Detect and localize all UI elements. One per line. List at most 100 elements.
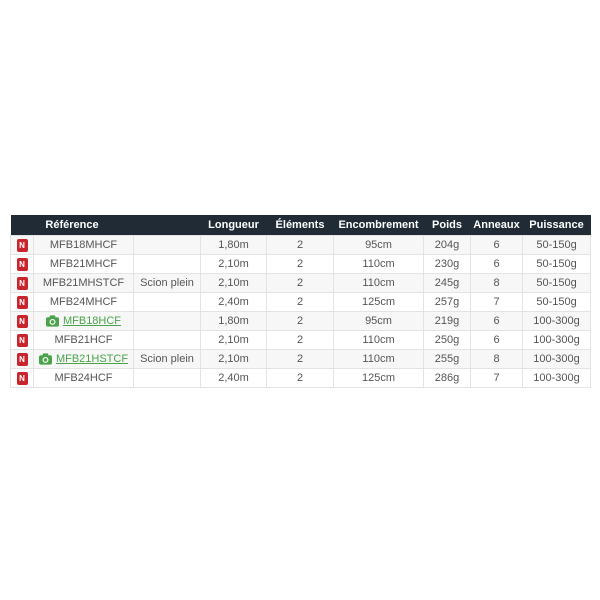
new-badge: N (16, 295, 28, 309)
longueur-cell: 1,80m (200, 235, 268, 255)
elements-cell: 2 (266, 292, 335, 312)
new-badge: N (16, 352, 28, 366)
header-tip (133, 215, 201, 236)
longueur-cell: 1,80m (200, 311, 268, 331)
puissance-cell: 50-150g (522, 235, 592, 255)
anneaux-cell: 6 (470, 254, 524, 274)
header-reference: Référence (10, 215, 134, 236)
longueur-cell: 2,10m (200, 349, 268, 369)
poids-cell: 219g (423, 311, 472, 331)
header-anneaux: Anneaux (470, 215, 523, 236)
encombrement-cell: 95cm (333, 235, 425, 255)
reference-cell: MFB24MHCF (32, 292, 135, 312)
anneaux-cell: 7 (470, 368, 524, 388)
reference-text: MFB21MHSTCF (42, 277, 125, 290)
puissance-cell: 100-300g (522, 311, 592, 331)
poids-cell: 230g (423, 254, 472, 274)
reference-cell: MFB18MHCF (32, 235, 135, 255)
anneaux-cell: 6 (470, 330, 524, 350)
puissance-cell: 50-150g (522, 292, 592, 312)
elements-cell: 2 (266, 349, 335, 369)
longueur-cell: 2,40m (200, 292, 268, 312)
header-puissance: Puissance (522, 215, 591, 236)
poids-cell: 245g (423, 273, 472, 293)
anneaux-cell: 8 (470, 273, 524, 293)
encombrement-cell: 95cm (333, 311, 425, 331)
reference-cell: MFB21HCF (32, 330, 135, 350)
tip-cell (133, 292, 202, 312)
encombrement-cell: 110cm (333, 254, 425, 274)
table-row: N MFB21MHCF 2,10m 2 110cm 230g 6 50-150g (10, 254, 592, 274)
reference-cell: MFB21HSTCF (32, 349, 135, 369)
reference-text: MFB24HCF (54, 372, 113, 385)
poids-cell: 255g (423, 349, 472, 369)
encombrement-cell: 110cm (333, 349, 425, 369)
anneaux-cell: 6 (470, 235, 524, 255)
new-badge-cell: N (10, 292, 34, 312)
header-longueur: Longueur (200, 215, 267, 236)
elements-cell: 2 (266, 254, 335, 274)
product-spec-table: Référence Longueur Éléments Encombrement… (10, 215, 592, 388)
reference-text: MFB21MHCF (49, 258, 118, 271)
elements-cell: 2 (266, 235, 335, 255)
elements-cell: 2 (266, 273, 335, 293)
puissance-cell: 50-150g (522, 273, 592, 293)
reference-text: MFB18MHCF (49, 239, 118, 252)
header-encombrement: Encombrement (333, 215, 424, 236)
encombrement-cell: 110cm (333, 273, 425, 293)
poids-cell: 250g (423, 330, 472, 350)
elements-cell: 2 (266, 330, 335, 350)
reference-text: MFB21HCF (54, 334, 113, 347)
anneaux-cell: 8 (470, 349, 524, 369)
tip-cell (133, 368, 202, 388)
table-row: N MFB18HCF 1,80m 2 95cm 219g 6 100-300g (10, 311, 592, 331)
puissance-cell: 100-300g (522, 368, 592, 388)
poids-cell: 286g (423, 368, 472, 388)
table-row: N MFB21HCF 2,10m 2 110cm 250g 6 100-300g (10, 330, 592, 350)
header-poids: Poids (423, 215, 471, 236)
tip-cell (133, 311, 202, 331)
puissance-cell: 100-300g (522, 330, 592, 350)
table-row: N MFB21HSTCF Scion plein 2,10m 2 110cm 2… (10, 349, 592, 369)
tip-cell (133, 235, 202, 255)
product-spec-table-section: Référence Longueur Éléments Encombrement… (10, 215, 592, 388)
new-badge-cell: N (10, 254, 34, 274)
new-badge: N (16, 314, 28, 328)
puissance-cell: 50-150g (522, 254, 592, 274)
header-elements: Éléments (266, 215, 334, 236)
new-badge: N (16, 257, 28, 271)
new-badge: N (16, 238, 28, 252)
elements-cell: 2 (266, 368, 335, 388)
new-badge-cell: N (10, 273, 34, 293)
encombrement-cell: 125cm (333, 292, 425, 312)
anneaux-cell: 7 (470, 292, 524, 312)
reference-link[interactable]: MFB21HSTCF (55, 353, 129, 366)
longueur-cell: 2,10m (200, 273, 268, 293)
encombrement-cell: 125cm (333, 368, 425, 388)
table-row: N MFB24HCF 2,40m 2 125cm 286g 7 100-300g (10, 368, 592, 388)
new-badge: N (16, 276, 28, 290)
camera-icon (38, 353, 52, 365)
camera-icon (45, 315, 59, 327)
new-badge-cell: N (10, 311, 34, 331)
tip-cell (133, 254, 202, 274)
reference-cell: MFB21MHSTCF (32, 273, 135, 293)
puissance-cell: 100-300g (522, 349, 592, 369)
tip-cell (133, 330, 202, 350)
longueur-cell: 2,40m (200, 368, 268, 388)
new-badge-cell: N (10, 349, 34, 369)
poids-cell: 257g (423, 292, 472, 312)
table-row: N MFB18MHCF 1,80m 2 95cm 204g 6 50-150g (10, 235, 592, 255)
anneaux-cell: 6 (470, 311, 524, 331)
reference-cell: MFB24HCF (32, 368, 135, 388)
table-row: N MFB21MHSTCF Scion plein 2,10m 2 110cm … (10, 273, 592, 293)
new-badge-cell: N (10, 330, 34, 350)
reference-cell: MFB18HCF (32, 311, 135, 331)
reference-text: MFB24MHCF (49, 296, 118, 309)
encombrement-cell: 110cm (333, 330, 425, 350)
table-row: N MFB24MHCF 2,40m 2 125cm 257g 7 50-150g (10, 292, 592, 312)
new-badge: N (16, 371, 28, 385)
reference-link[interactable]: MFB18HCF (62, 315, 122, 328)
tip-cell: Scion plein (133, 273, 202, 293)
new-badge-cell: N (10, 368, 34, 388)
